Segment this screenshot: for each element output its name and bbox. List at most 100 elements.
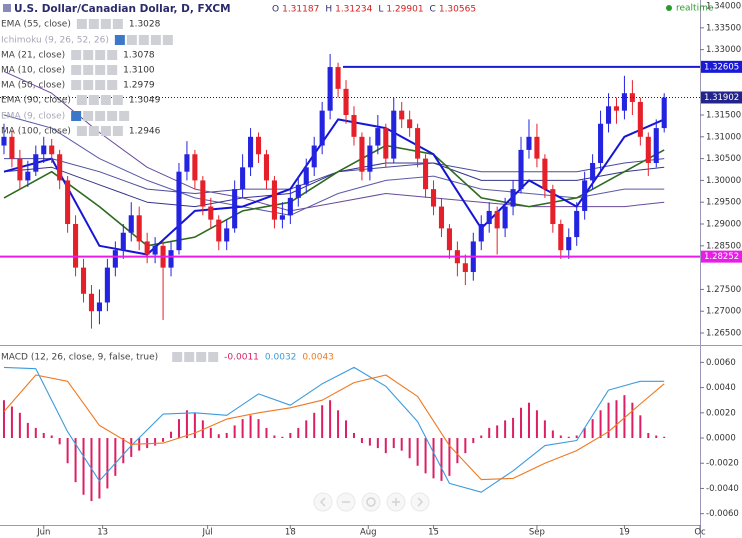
histogram-bar	[122, 438, 125, 464]
indicator-value: 1.3028	[129, 20, 161, 30]
histogram-bar	[34, 427, 37, 439]
candle-body	[566, 237, 572, 251]
candle-body	[216, 219, 222, 242]
legend-button[interactable]	[196, 352, 207, 362]
candle-body	[430, 189, 437, 207]
histogram-bar	[321, 405, 324, 439]
histogram-bar	[329, 400, 332, 439]
legend-button[interactable]	[126, 35, 137, 45]
scroll-left[interactable]	[313, 492, 333, 512]
candle-body	[57, 154, 63, 181]
indicator-name: MA (21, close)	[1, 51, 65, 61]
candle-body	[446, 228, 452, 251]
candle-body	[168, 250, 174, 268]
legend-button[interactable]	[95, 111, 106, 121]
legend-button[interactable]	[95, 50, 106, 60]
legend-button[interactable]	[71, 50, 82, 60]
histogram-bar	[170, 431, 173, 439]
legend-button[interactable]	[107, 80, 118, 90]
histogram-bar	[655, 435, 658, 439]
last-price-tag	[701, 91, 742, 104]
histogram-bar	[631, 402, 634, 439]
histogram-bar	[74, 438, 77, 483]
histogram-bar	[82, 438, 85, 495]
legend-button[interactable]	[184, 352, 195, 362]
legend-button[interactable]	[107, 111, 118, 121]
candle-body	[176, 171, 182, 251]
histogram-bar	[663, 436, 666, 439]
indicator-name: EMA (55, close)	[1, 20, 71, 30]
legend-button[interactable]	[107, 65, 118, 75]
candle-body	[279, 215, 285, 220]
legend-button[interactable]	[95, 80, 106, 90]
candle-body	[9, 136, 15, 159]
histogram-bar	[18, 412, 21, 439]
histogram-bar	[50, 435, 53, 439]
legend-button[interactable]	[88, 19, 99, 29]
legend-button[interactable]	[112, 95, 123, 105]
candle-body	[629, 93, 635, 102]
legend-button[interactable]	[88, 126, 99, 136]
candle-body	[271, 180, 277, 220]
legend-button[interactable]	[150, 35, 161, 45]
histogram-bar	[464, 438, 467, 454]
candle-body	[462, 263, 468, 272]
histogram-bar	[193, 412, 196, 439]
legend-button[interactable]	[112, 126, 123, 136]
legend-button[interactable]	[76, 126, 87, 136]
candle-body	[637, 101, 643, 137]
histogram-bar	[114, 438, 117, 476]
legend-button[interactable]	[100, 126, 111, 136]
legend-button[interactable]	[138, 35, 149, 45]
x-tick-label: 18	[285, 528, 296, 538]
candle-body	[661, 97, 667, 129]
y-tick-label: 1.29500	[706, 198, 741, 208]
legend-button[interactable]	[71, 65, 82, 75]
histogram-bar	[352, 432, 355, 439]
legend-button[interactable]	[119, 111, 130, 121]
histogram-bar	[58, 438, 61, 445]
candle-body	[375, 128, 381, 146]
legend-button[interactable]	[76, 95, 87, 105]
legend-button[interactable]	[83, 80, 94, 90]
candle-body	[112, 250, 118, 268]
legend-button[interactable]	[83, 111, 94, 121]
reset[interactable]	[361, 492, 381, 512]
zoom-controls[interactable]	[313, 492, 430, 512]
candle-body	[399, 110, 405, 120]
legend-button[interactable]	[71, 111, 82, 121]
candle-body	[33, 154, 39, 172]
candle-body	[438, 206, 445, 229]
legend-button[interactable]	[114, 35, 125, 45]
indicator-name: MACD (12, 26, close, 9, false, true)	[1, 353, 158, 363]
candle-body	[88, 293, 95, 312]
legend-button[interactable]	[100, 19, 111, 29]
indicator-name: EMA (90, close)	[1, 96, 71, 106]
histogram-bar	[26, 422, 29, 439]
ohlc-key: H	[325, 5, 332, 15]
histogram-bar	[559, 435, 562, 439]
legend-button[interactable]	[83, 65, 94, 75]
candle-body	[232, 189, 238, 229]
legend-button[interactable]	[162, 35, 173, 45]
legend-button[interactable]	[100, 95, 111, 105]
legend-button[interactable]	[112, 19, 123, 29]
legend-button[interactable]	[71, 80, 82, 90]
legend-button[interactable]	[76, 19, 87, 29]
y-tick-label: 1.27000	[706, 307, 741, 317]
histogram-bar	[583, 427, 586, 439]
candle-body	[478, 224, 484, 242]
legend-button[interactable]	[172, 352, 183, 362]
legend-button[interactable]	[107, 50, 118, 60]
y-tick-label: 1.33500	[706, 23, 741, 33]
scroll-right[interactable]	[410, 492, 430, 512]
legend-button[interactable]	[83, 50, 94, 60]
histogram-bar	[368, 438, 371, 446]
reset-glyph	[366, 497, 376, 507]
histogram-bar	[281, 436, 284, 439]
legend-button[interactable]	[95, 65, 106, 75]
legend-button[interactable]	[208, 352, 219, 362]
legend-button[interactable]	[88, 95, 99, 105]
y-tick-label: -0.0040	[706, 484, 739, 494]
histogram-bar	[520, 407, 523, 439]
